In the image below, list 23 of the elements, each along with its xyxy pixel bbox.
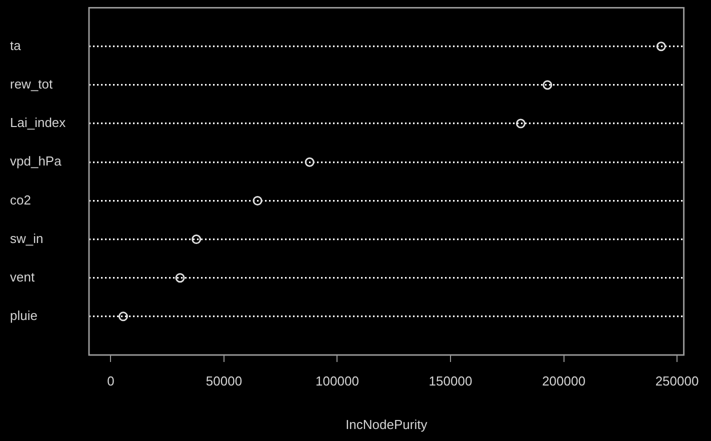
point (656, 42, 666, 52)
x-tick-label: 50000 (206, 373, 242, 388)
point (516, 118, 526, 128)
point (192, 234, 202, 244)
x-tick-label: 200000 (542, 373, 586, 388)
point (542, 80, 552, 90)
y-tick-label: co2 (10, 192, 31, 208)
point (252, 196, 262, 206)
y-tick-label: pluie (10, 308, 38, 323)
point (118, 312, 128, 322)
x-axis-title: IncNodePurity (346, 416, 428, 432)
y-tick-label: ta (10, 38, 22, 53)
point (304, 157, 314, 167)
x-tick-label: 100000 (316, 373, 359, 388)
y-tick-label: Lai_index (10, 115, 66, 130)
x-tick-label: 150000 (428, 373, 472, 388)
point (175, 273, 185, 283)
y-tick-label: rew_tot (10, 76, 54, 92)
x-tick-label: 0 (107, 373, 114, 388)
y-tick-label: vpd_hPa (10, 154, 62, 169)
x-tick-label: 250000 (655, 373, 699, 388)
y-tick-label: vent (10, 269, 35, 284)
y-tick-label: sw_in (10, 230, 44, 246)
